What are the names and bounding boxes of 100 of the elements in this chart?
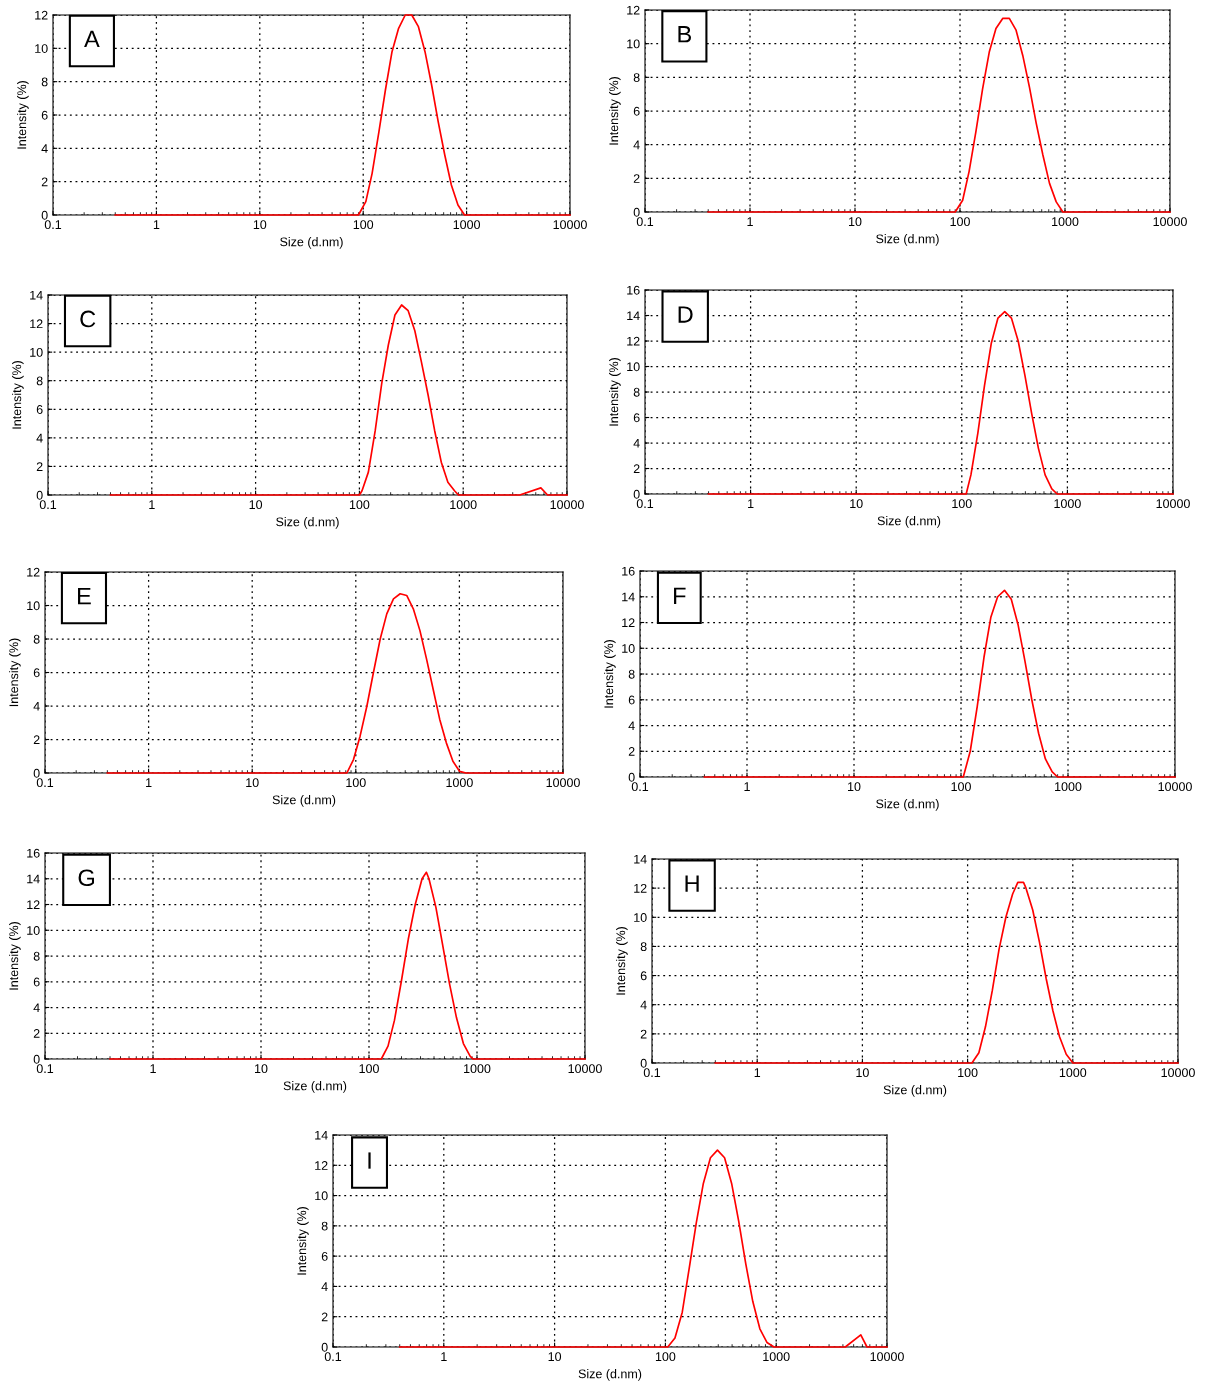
annotation: A [84,30,100,48]
y-axis-title: Intensity (%) [17,81,29,149]
y-tick-label: 2 [33,735,40,745]
x-tick-label: 1 [441,1352,447,1361]
y-tick-label: 8 [33,951,40,961]
y-tick-label: 14 [634,854,647,864]
y-tick-label: 12 [27,567,40,577]
y-tick-label: 2 [628,747,635,756]
x-tick-label: 1000 [1059,1068,1087,1078]
y-tick-label: 16 [627,285,640,295]
x-tick-label: 0.1 [324,1352,342,1362]
x-tick-label: 0.1 [44,220,62,230]
x-tick-label: 1 [747,217,753,226]
annotation: I [368,1152,371,1169]
x-axis-title: Size (d.nm) [877,516,941,528]
x-axis-title: Size (d.nm) [578,1369,642,1381]
x-tick-label: 10 [848,782,861,792]
x-tick-label: 1000 [446,778,473,788]
y-tick-label: 2 [321,1312,328,1322]
y-tick-label: 0 [36,490,43,500]
y-tick-label: 2 [640,1029,647,1039]
x-tick-label: 10 [249,500,263,510]
y-tick-label: 12 [35,10,48,20]
x-tick-label: 10 [246,778,259,788]
x-tick-label: 10000 [1153,217,1187,227]
y-tick-label: 6 [33,977,40,987]
y-tick-label: 12 [315,1161,328,1170]
x-tick-label: 1 [146,778,152,787]
y-tick-label: 4 [633,438,640,448]
y-tick-label: 0 [628,772,635,782]
y-tick-label: 12 [30,319,43,329]
x-axis-title: Size (d.nm) [276,517,339,529]
y-tick-label: 6 [633,413,640,423]
y-tick-label: 8 [321,1221,328,1231]
x-tick-label: 10000 [568,1064,602,1074]
y-axis-title: Intensity (%) [9,638,21,707]
y-tick-label: 10 [27,601,40,611]
y-tick-label: 0 [633,489,640,499]
x-tick-label: 10000 [1158,782,1192,792]
y-axis-title: Intensity (%) [609,358,621,426]
x-tick-label: 10 [850,499,863,509]
y-axis-title: Intensity (%) [12,361,24,429]
x-axis-title: Size (d.nm) [876,799,939,811]
y-tick-label: 6 [41,110,48,120]
x-tick-label: 100 [353,220,374,230]
y-axis-title: Intensity (%) [616,927,628,995]
x-tick-label: 10 [856,1068,869,1078]
x-tick-label: 10 [255,1064,268,1074]
x-tick-label: 0.1 [36,778,54,788]
y-axis-title: Intensity (%) [297,1207,309,1275]
y-tick-label: 0 [321,1342,328,1352]
x-tick-label: 10000 [553,220,587,230]
y-tick-label: 10 [30,347,43,357]
x-tick-label: 10000 [1161,1068,1195,1078]
y-tick-label: 0 [33,768,40,778]
y-tick-label: 8 [640,942,647,952]
x-axis-title: Size (d.nm) [876,234,939,246]
annotation: B [678,26,691,43]
y-tick-label: 4 [321,1282,328,1291]
y-tick-label: 12 [627,5,640,15]
y-tick-label: 12 [634,883,647,893]
annotation: D [678,306,693,323]
x-tick-label: 1000 [464,1064,491,1074]
annotation: E [78,587,91,605]
x-axis-title: Size (d.nm) [283,1081,347,1093]
x-tick-label: 100 [958,1068,978,1078]
y-tick-label: 14 [30,290,43,300]
y-tick-label: 4 [640,1000,647,1010]
y-tick-label: 4 [33,1003,40,1013]
y-tick-label: 16 [27,848,40,858]
y-tick-label: 8 [633,73,640,82]
y-tick-label: 12 [622,618,635,628]
y-tick-label: 14 [27,874,40,884]
y-tick-label: 10 [627,39,640,49]
y-tick-label: 2 [41,177,48,187]
x-tick-label: 1 [150,1064,156,1073]
x-tick-label: 100 [359,1064,379,1074]
y-tick-label: 4 [41,144,48,153]
y-tick-label: 0 [33,1054,40,1064]
y-tick-label: 8 [628,669,635,679]
y-tick-label: 2 [633,464,640,474]
y-tick-label: 10 [627,362,640,372]
x-tick-label: 1000 [763,1352,790,1362]
y-tick-label: 6 [36,405,43,414]
x-axis-title: Size (d.nm) [883,1085,947,1097]
y-tick-label: 6 [640,971,647,981]
y-tick-label: 2 [633,174,640,183]
y-tick-label: 0 [633,207,640,217]
y-tick-label: 6 [33,668,40,678]
annotation: G [78,869,94,887]
x-tick-label: 100 [346,778,366,788]
x-tick-label: 1000 [1055,782,1082,792]
x-tick-label: 10000 [546,778,580,788]
y-tick-label: 6 [321,1251,328,1261]
y-tick-label: 14 [622,592,635,602]
y-tick-label: 4 [628,721,635,731]
x-tick-label: 0.1 [36,1064,54,1074]
y-tick-label: 6 [628,695,635,705]
y-axis-title: Intensity (%) [609,77,621,145]
x-tick-label: 0.1 [39,500,57,510]
